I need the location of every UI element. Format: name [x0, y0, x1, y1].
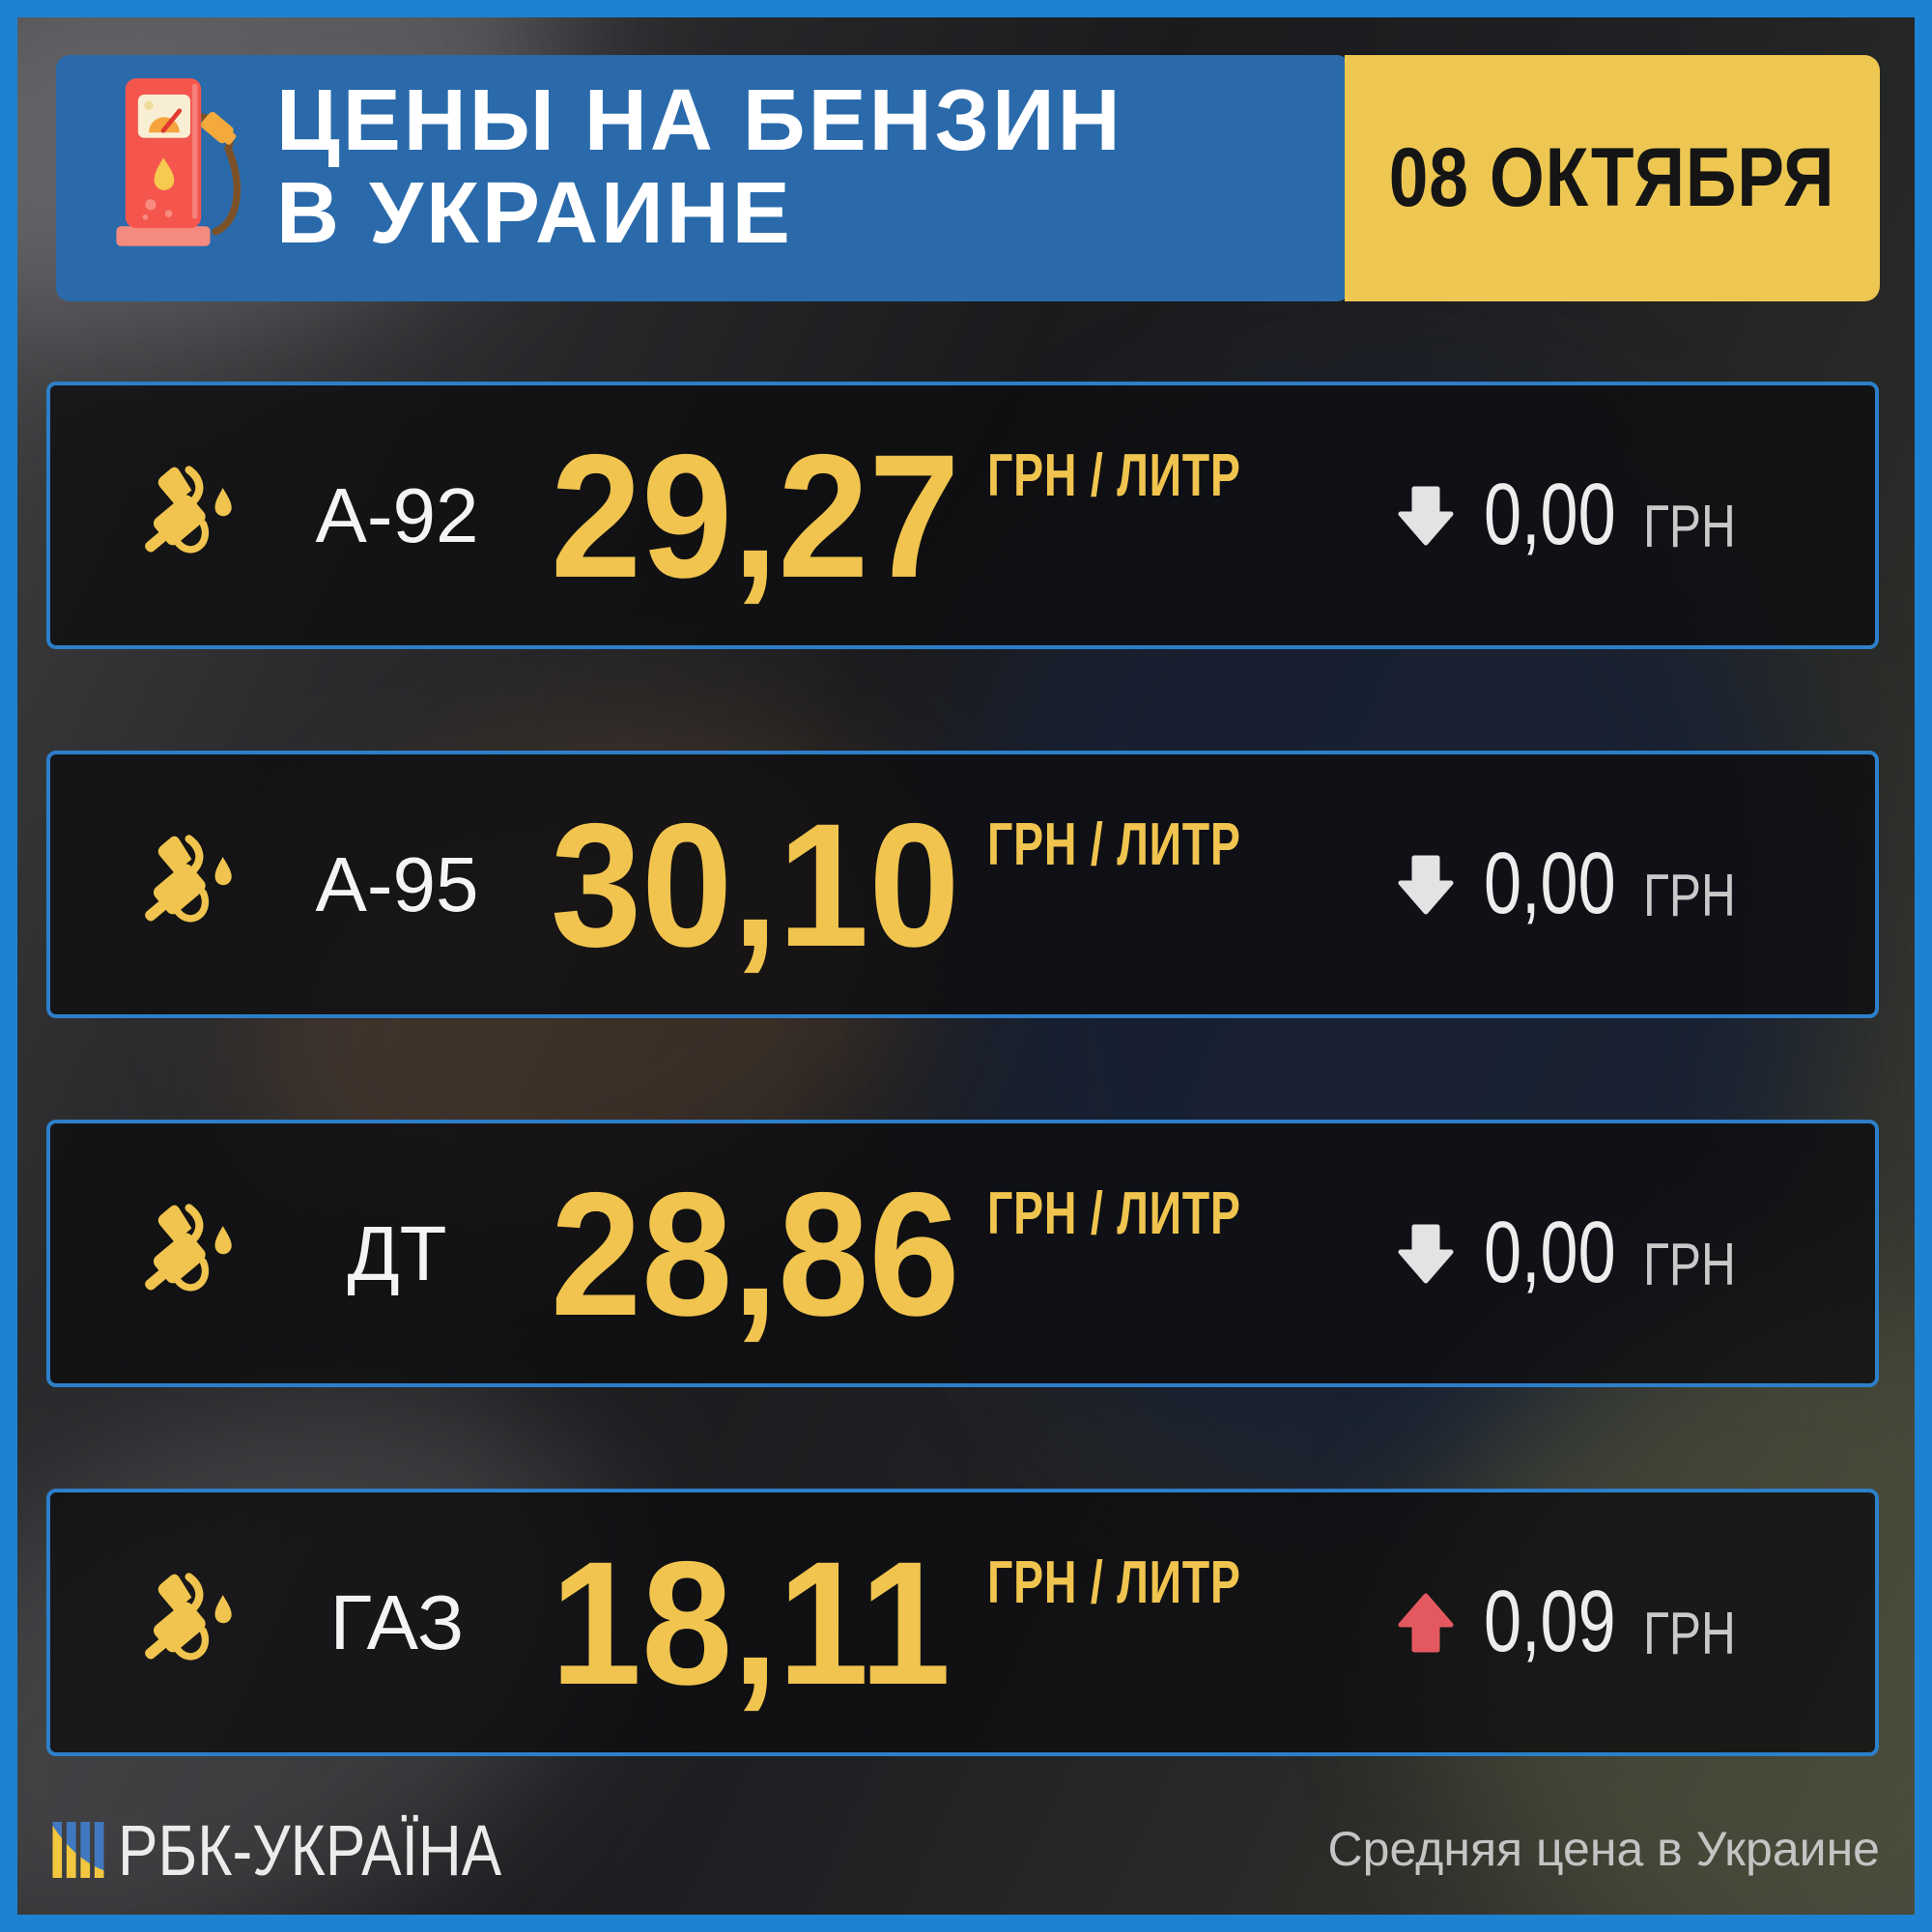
fuel-type-label: А-92	[315, 471, 479, 558]
rbc-ukraine-logo-icon	[52, 1822, 104, 1878]
fuel-row-a95: А-95 30,10 ГРН / ЛИТР 0,00 ГРН	[46, 751, 1879, 1018]
brand-name: РБК-УКРАЇНА	[118, 1809, 502, 1890]
change-value: 0,00	[1484, 836, 1616, 932]
fuel-price-value: 28,86	[551, 1154, 960, 1352]
price-change: 0,09 ГРН	[1395, 1492, 1759, 1752]
fuel-price: 18,11	[551, 1492, 980, 1752]
price-unit-label: ГРН / ЛИТР	[987, 811, 1241, 878]
fuel-row-gas: ГАЗ 18,11 ГРН / ЛИТР 0,09 ГРН	[46, 1489, 1879, 1756]
arrow-down-icon	[1395, 485, 1457, 547]
fuel-nozzle-icon	[139, 826, 243, 942]
fuel-type-label: ДТ	[347, 1209, 447, 1296]
change-currency: ГРН	[1643, 1232, 1736, 1298]
price-unit-label: ГРН / ЛИТР	[987, 442, 1241, 509]
fuel-nozzle-icon	[139, 1564, 243, 1680]
fuel-price: 29,27	[551, 385, 990, 645]
fuel-nozzle-icon	[139, 1195, 243, 1311]
fuel-row-a92: А-92 29,27 ГРН / ЛИТР 0,00 ГРН	[46, 382, 1879, 649]
change-currency: ГРН	[1643, 494, 1736, 560]
fuel-row-dt: ДТ 28,86 ГРН / ЛИТР 0,00 ГРН	[46, 1120, 1879, 1387]
price-change: 0,00 ГРН	[1395, 754, 1759, 1014]
date-label: 08 ОКТЯБРЯ	[1389, 131, 1835, 224]
arrow-down-icon	[1395, 1223, 1457, 1285]
fuel-price: 30,10	[551, 754, 990, 1014]
arrow-down-icon	[1395, 854, 1457, 916]
change-currency: ГРН	[1643, 863, 1736, 929]
title-line-2: В УКРАИНЕ	[276, 165, 793, 262]
footer-note: Средняя цена в Украине	[1327, 1822, 1880, 1876]
fuel-type-label: ГАЗ	[329, 1578, 465, 1665]
fuel-price-value: 29,27	[551, 416, 960, 614]
date-badge: 08 ОКТЯБРЯ	[1345, 55, 1880, 301]
price-change: 0,00 ГРН	[1395, 385, 1759, 645]
fuel-pump-icon	[109, 67, 244, 256]
change-value: 0,00	[1484, 1205, 1616, 1301]
fuel-type-label: А-95	[315, 840, 479, 927]
arrow-up-icon	[1395, 1592, 1457, 1654]
price-change: 0,00 ГРН	[1395, 1123, 1759, 1383]
fuel-price-value: 18,11	[551, 1523, 952, 1721]
change-value: 0,00	[1484, 467, 1616, 563]
price-unit-label: ГРН / ЛИТР	[987, 1549, 1241, 1616]
fuel-price: 28,86	[551, 1123, 990, 1383]
page-title: ЦЕНЫ НА БЕНЗИН В УКРАИНЕ	[276, 74, 1123, 260]
fuel-price-value: 30,10	[551, 785, 960, 983]
fuel-nozzle-icon	[139, 457, 243, 573]
title-line-1: ЦЕНЫ НА БЕНЗИН	[276, 72, 1123, 169]
change-currency: ГРН	[1643, 1601, 1736, 1667]
change-value: 0,09	[1484, 1574, 1616, 1670]
price-unit-label: ГРН / ЛИТР	[987, 1180, 1241, 1247]
brand-footer: РБК-УКРАЇНА	[52, 1810, 575, 1890]
header-banner: ЦЕНЫ НА БЕНЗИН В УКРАИНЕ	[56, 55, 1350, 301]
